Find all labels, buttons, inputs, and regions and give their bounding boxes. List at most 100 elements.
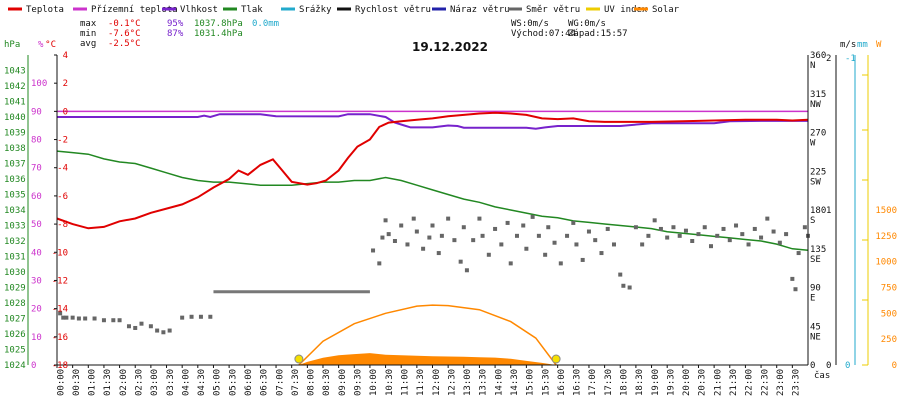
pressure-tick: 1042 [4, 82, 26, 92]
pressure-tick: 1038 [4, 144, 26, 154]
wind-direction-point [752, 226, 757, 231]
x-tick-label: 14:30 [510, 369, 520, 396]
wind-direction-point [101, 318, 106, 323]
temperature-tick: -6 [57, 192, 68, 202]
humidity-tick: 60 [31, 192, 42, 202]
x-tick-label: 02:00 [119, 369, 129, 396]
wind-direction-point [627, 285, 632, 290]
wind-direction-point [371, 248, 376, 253]
wind-direction-point [777, 240, 782, 245]
wind-direction-point [658, 226, 663, 231]
legend-label: Přízemní teplota [91, 5, 178, 15]
stat-temp: -0.1°C [108, 19, 141, 29]
stat-rain: 0.0mm [252, 19, 279, 29]
wind-direction-point [64, 315, 69, 320]
wind-direction-point [377, 261, 382, 266]
x-tick-label: 11:30 [416, 369, 426, 396]
x-tick-label: 11:00 [400, 369, 410, 396]
wind-direction-point [790, 276, 795, 281]
temperature-tick: 4 [63, 51, 68, 61]
x-tick-label: 00:00 [56, 369, 66, 396]
wind-speed-unit: m/s [840, 40, 856, 50]
temperature-tick: 2 [63, 79, 68, 89]
wind-speed-tick: 2 [826, 54, 831, 64]
wind-direction-point [621, 283, 626, 288]
x-tick-label: 18:00 [620, 369, 630, 396]
x-tick-label: 23:30 [792, 369, 802, 396]
wind-direction-point [633, 225, 638, 230]
x-tick-label: 16:30 [573, 369, 583, 396]
wind-direction-point [493, 226, 498, 231]
wind-direction-point [574, 242, 579, 247]
stat-label: max [80, 19, 97, 29]
pressure-tick: 1026 [4, 330, 26, 340]
x-tick-label: 12:30 [447, 369, 457, 396]
wind-direction-point [543, 252, 548, 257]
wind-direction-tick: 0 [810, 361, 815, 371]
temperature-tick: -10 [52, 248, 68, 258]
x-tick-label: 09:00 [338, 369, 348, 396]
wind-direction-point [92, 316, 97, 321]
wind-direction-point [586, 229, 591, 234]
solar-tick: 250 [881, 335, 897, 345]
sunrise-info: Východ:07:44 [511, 29, 576, 39]
wind-direction-point [715, 233, 720, 238]
sun-marker [294, 354, 304, 364]
wind-direction-point [565, 233, 570, 238]
pressure-line [56, 150, 809, 252]
wind-direction-point [111, 318, 116, 323]
wind-direction-point [646, 233, 651, 238]
wind-direction-point [521, 223, 526, 228]
x-tick-label: 20:00 [682, 369, 692, 396]
wind-direction-point [458, 259, 463, 264]
legend: Teplota Přízemní teplota Vlhkost Tlak Srážky… [8, 5, 680, 15]
humidity-tick: 40 [31, 248, 42, 258]
x-tick-label: 12:00 [432, 369, 442, 396]
wind-direction-point [652, 218, 657, 223]
pressure-tick: 1030 [4, 268, 26, 278]
wind-direction-tick: 45 [810, 322, 821, 332]
wind-direction-tick: N [810, 61, 815, 71]
wind-direction-tick: 90 [810, 284, 821, 294]
wind-direction-point [452, 238, 457, 243]
wind-direction-point [486, 252, 491, 257]
stat-pressure: 1037.8hPa [194, 19, 243, 29]
wind-direction-point [180, 315, 185, 320]
pressure-tick: 1043 [4, 67, 26, 77]
wind-direction-point [386, 232, 391, 237]
pressure-tick: 1031 [4, 253, 26, 263]
x-tick-label: 03:00 [150, 369, 160, 396]
x-tick-label: 20:30 [698, 369, 708, 396]
wind-direction-point [524, 246, 529, 251]
wind-direction-point [618, 272, 623, 277]
x-tick-label: 17:30 [604, 369, 614, 396]
wind-direction-point [683, 228, 688, 233]
wind-direction-point [477, 216, 482, 221]
wind-direction-point [796, 251, 801, 256]
temperature-tick: -16 [52, 333, 68, 343]
pressure-tick: 1035 [4, 191, 26, 201]
solar-fill [298, 353, 557, 365]
x-tick-label: 19:00 [651, 369, 661, 396]
x-tick-label: 02:30 [134, 369, 144, 396]
wind-direction-point [139, 321, 144, 326]
wind-direction-point [208, 314, 213, 319]
x-tick-label: 18:30 [635, 369, 645, 396]
stat-label: avg [80, 39, 96, 49]
wind-direction-point [414, 229, 419, 234]
wind-direction-point [665, 235, 670, 240]
humidity-tick: 20 [31, 305, 42, 315]
stat-humidity: 87% [167, 29, 184, 39]
wind-direction-point [784, 232, 789, 237]
wind-direction-point [461, 225, 466, 230]
wind-direction-point [133, 325, 138, 330]
wind-direction-point [480, 233, 485, 238]
wind-direction-point [427, 235, 432, 240]
temperature-line [56, 111, 809, 230]
x-tick-label: 05:30 [228, 369, 238, 396]
wind-direction-point [392, 239, 397, 243]
humidity-tick: 70 [31, 164, 42, 174]
wind-direction-tick: 270 [810, 129, 826, 139]
wind-direction-point [189, 314, 194, 319]
wind-direction-point [83, 316, 88, 321]
